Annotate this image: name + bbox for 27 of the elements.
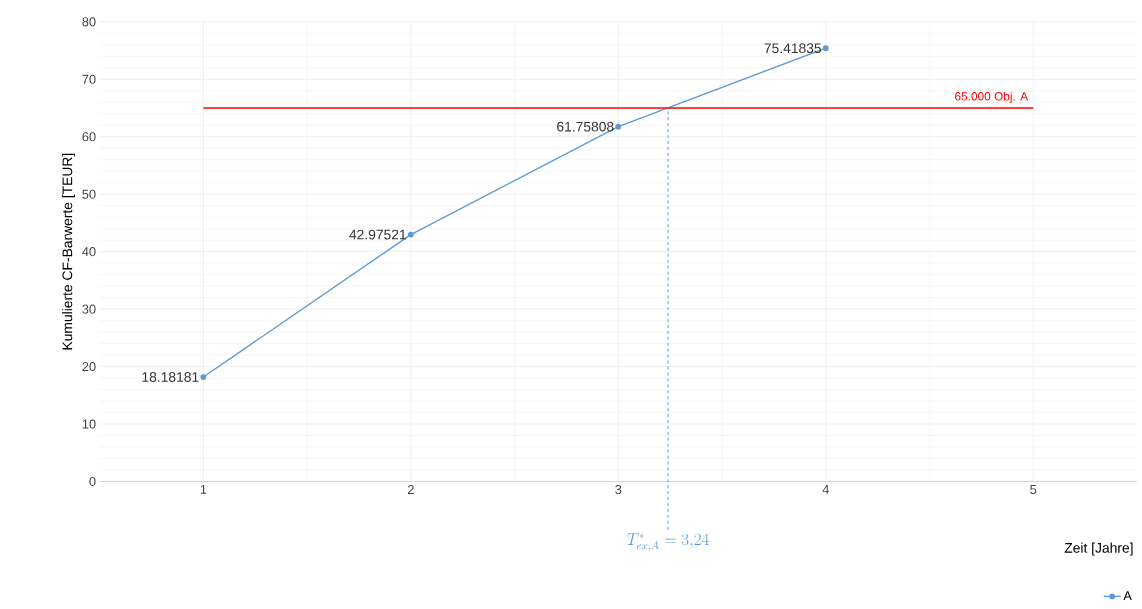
data-label: 61.75808	[557, 121, 614, 132]
y-tick-label: 20	[82, 362, 96, 372]
ref-line-label: $T^{*}_{ex,A} = 3{,}24$	[627, 533, 710, 552]
legend-label: A	[1123, 591, 1132, 601]
point	[200, 374, 207, 381]
y-tick-label: 50	[82, 189, 96, 199]
point	[615, 123, 622, 130]
data-label: 42.97521	[349, 229, 406, 240]
y-axis-title: Kumulierte CF-Barwerte [TEUR]	[62, 154, 75, 350]
data-label: 18.18181	[142, 372, 199, 383]
x-tick-label: 1	[200, 485, 207, 495]
data-label: 75.41835	[764, 43, 822, 54]
y-tick-label: 60	[82, 132, 96, 142]
y-tick-label: 80	[82, 17, 96, 27]
y-tick-label: 40	[82, 247, 96, 257]
x-tick-label: 4	[822, 485, 829, 495]
annotation: 65.000 Obj. A	[955, 92, 1029, 104]
y-tick-label: 10	[82, 419, 96, 429]
y-tick-label: 0	[89, 477, 96, 487]
point	[822, 45, 829, 52]
x-tick-label: 3	[615, 485, 622, 495]
y-tick-label: 70	[82, 74, 96, 85]
y-tick-label: 30	[82, 304, 96, 314]
x-tick-label: 5	[1030, 485, 1037, 495]
point	[407, 231, 414, 238]
x-axis-title: Zeit [Jahre]	[1064, 542, 1133, 556]
x-tick-label: 2	[407, 485, 414, 495]
